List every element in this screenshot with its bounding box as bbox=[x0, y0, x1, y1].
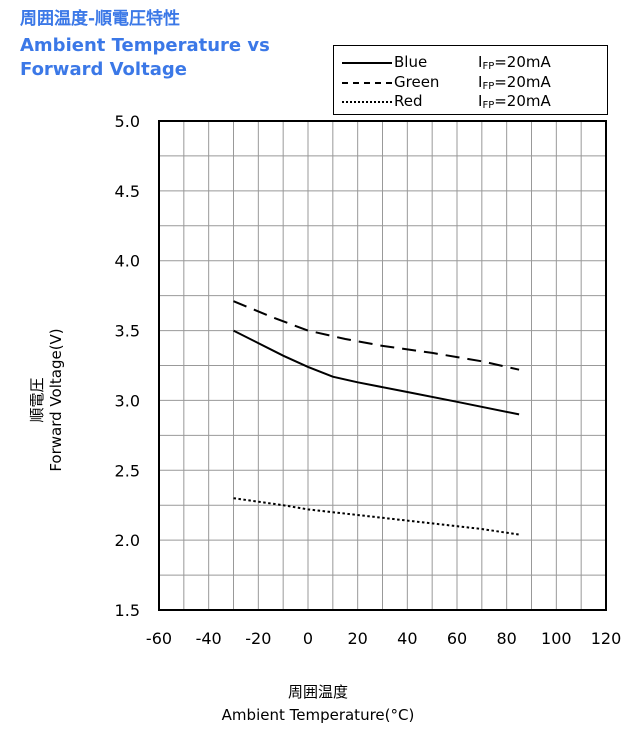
y-tick-label: 2.5 bbox=[115, 461, 140, 480]
chart-title-jp: 周囲温度-順電圧特性 bbox=[20, 9, 181, 29]
legend: Blue IFP=20mA Green IFP=20mA Red IFP=20m… bbox=[333, 45, 608, 115]
y-tick-label: 1.5 bbox=[115, 601, 140, 620]
series-line-blue bbox=[233, 329, 520, 416]
legend-swatch-dotted bbox=[342, 101, 392, 103]
legend-label-green: Green bbox=[394, 73, 440, 91]
y-tick-label: 3.5 bbox=[115, 322, 140, 341]
series-group bbox=[233, 300, 520, 536]
legend-label-red: Red bbox=[394, 92, 423, 110]
condition-sub: FP bbox=[482, 81, 495, 92]
x-tick-label: 80 bbox=[496, 629, 516, 648]
y-axis-label: 順電圧 Forward Voltage(V) bbox=[12, 260, 72, 540]
legend-condition-green: IFP=20mA bbox=[478, 73, 551, 92]
condition-suffix: =20mA bbox=[494, 53, 551, 71]
y-tick-label: 4.5 bbox=[115, 182, 140, 201]
condition-sub: FP bbox=[482, 100, 495, 111]
condition-suffix: =20mA bbox=[494, 73, 551, 91]
x-tick-label: 100 bbox=[541, 629, 572, 648]
chart-title-en-line2: Forward Voltage bbox=[20, 59, 187, 80]
y-tick-label: 4.0 bbox=[115, 252, 140, 271]
x-tick-label: -40 bbox=[196, 629, 222, 648]
series-line-green bbox=[233, 300, 520, 371]
y-tick-label: 3.0 bbox=[115, 391, 140, 410]
x-tick-label: -60 bbox=[146, 629, 172, 648]
y-axis-label-svg: 順電圧 Forward Voltage(V) bbox=[28, 328, 65, 471]
condition-prefix: I bbox=[478, 73, 483, 91]
x-tick-label: 120 bbox=[591, 629, 622, 648]
legend-condition-red: IFP=20mA bbox=[478, 92, 551, 111]
legend-swatch-solid bbox=[342, 62, 392, 64]
x-axis-label-en: Ambient Temperature(°C) bbox=[221, 706, 415, 724]
x-tick-label: 40 bbox=[397, 629, 417, 648]
grid bbox=[159, 121, 606, 610]
chart-title-en-line1: Ambient Temperature vs bbox=[20, 35, 270, 56]
legend-swatch-dashed bbox=[342, 82, 392, 84]
y-axis-label-en: Forward Voltage(V) bbox=[47, 328, 65, 471]
x-tick-label: 60 bbox=[447, 629, 467, 648]
legend-label-blue: Blue bbox=[394, 53, 428, 71]
condition-sub: FP bbox=[482, 61, 495, 72]
series-line-red bbox=[233, 497, 520, 536]
y-tick-label: 2.0 bbox=[115, 531, 140, 550]
condition-prefix: I bbox=[478, 92, 483, 110]
condition-prefix: I bbox=[478, 53, 483, 71]
y-tick-labels: 5.0 4.5 4.0 3.5 3.0 2.5 2.0 1.5 bbox=[115, 112, 140, 620]
condition-suffix: =20mA bbox=[494, 92, 551, 110]
x-tick-label: 0 bbox=[303, 629, 313, 648]
y-axis-label-jp: 順電圧 bbox=[28, 377, 46, 422]
x-tick-label: -20 bbox=[245, 629, 271, 648]
x-axis-label-jp: 周囲温度 bbox=[287, 683, 348, 701]
x-tick-label: 20 bbox=[347, 629, 367, 648]
y-tick-label: 5.0 bbox=[115, 112, 140, 131]
plot-frame bbox=[158, 120, 607, 611]
chart-title: 周囲温度-順電圧特性 Ambient Temperature vs Forwar… bbox=[20, 8, 270, 82]
legend-condition-blue: IFP=20mA bbox=[478, 53, 551, 72]
x-tick-labels: -60 -40 -20 0 20 40 60 80 100 120 bbox=[146, 629, 621, 648]
